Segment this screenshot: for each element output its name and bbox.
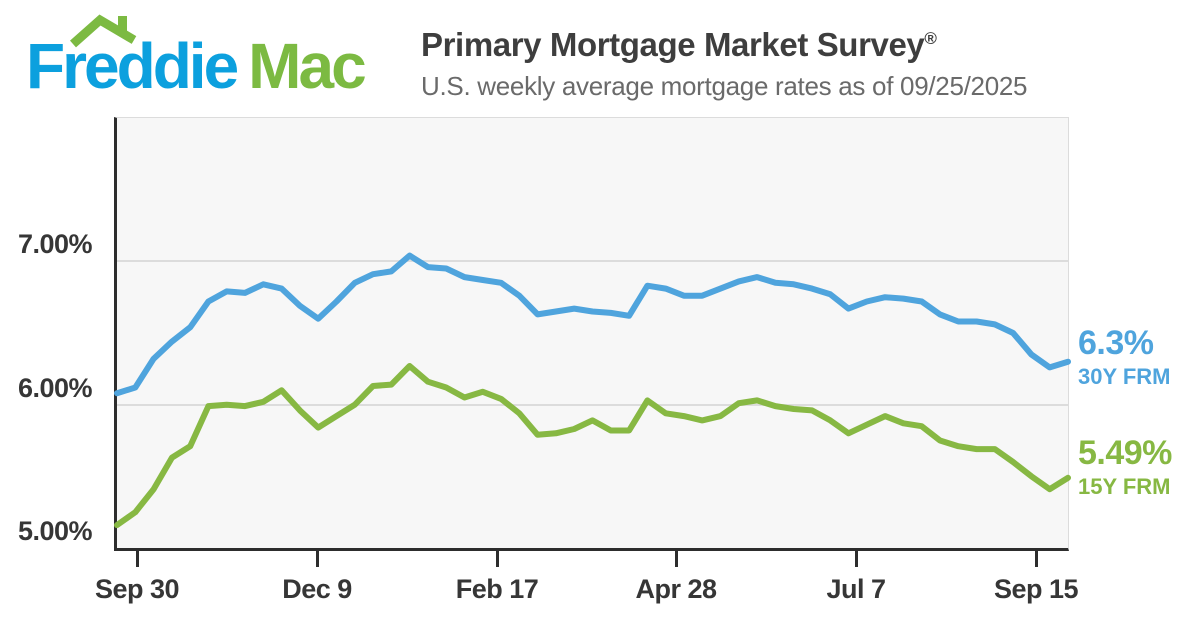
page-title: Primary Mortgage Market Survey®: [421, 26, 1027, 64]
x-axis-tick: [135, 551, 139, 567]
x-axis-label: Dec 9: [282, 574, 352, 604]
gridline: [117, 403, 1068, 406]
plot-area: [114, 117, 1071, 551]
line-15y-frm: [114, 363, 1071, 529]
rate-30y-name: 30Y FRM: [1078, 364, 1171, 389]
x-axis-tick: [495, 551, 499, 567]
x-axis-label: Sep 15: [993, 574, 1079, 604]
x-axis-tick: [854, 551, 858, 567]
title-text: Primary Mortgage Market Survey: [421, 26, 925, 63]
rate-15y-name: 15Y FRM: [1078, 474, 1171, 499]
x-axis-tick: [674, 551, 678, 567]
series-lines: [114, 252, 1071, 529]
logo-wordmark: Freddie Mac: [26, 34, 367, 98]
house-roof-icon: [70, 14, 137, 48]
callout-30y-frm: 6.3% 30Y FRM: [1078, 326, 1171, 388]
y-axis-label: 7.00%: [17, 229, 93, 260]
rate-30y-value: 6.3%: [1078, 324, 1154, 362]
callout-15y-frm: 5.49% 15Y FRM: [1078, 436, 1172, 498]
logo-word-freddie: Freddie: [26, 30, 239, 102]
freddie-mac-logo: Freddie Mac: [26, 14, 367, 98]
y-axis-label: 5.00%: [17, 516, 93, 546]
x-axis-tick: [1034, 551, 1038, 567]
x-axis-tick: [315, 551, 319, 567]
line-30y-frm: [114, 252, 1071, 397]
x-axis-label: Feb 17: [455, 574, 539, 604]
gridline: [117, 260, 1068, 263]
x-axis-label: Apr 28: [635, 574, 717, 604]
rate-15y-value: 5.49%: [1078, 434, 1172, 472]
x-axis-label: Sep 30: [94, 574, 180, 604]
y-axis-label: 6.00%: [17, 372, 93, 403]
registered-symbol: ®: [924, 29, 937, 48]
x-axis-label: Jul 7: [826, 574, 886, 604]
logo-word-mac: Mac: [248, 30, 366, 102]
title-block: Primary Mortgage Market Survey® U.S. wee…: [421, 26, 1027, 102]
page-subtitle: U.S. weekly average mortgage rates as of…: [421, 70, 1028, 101]
